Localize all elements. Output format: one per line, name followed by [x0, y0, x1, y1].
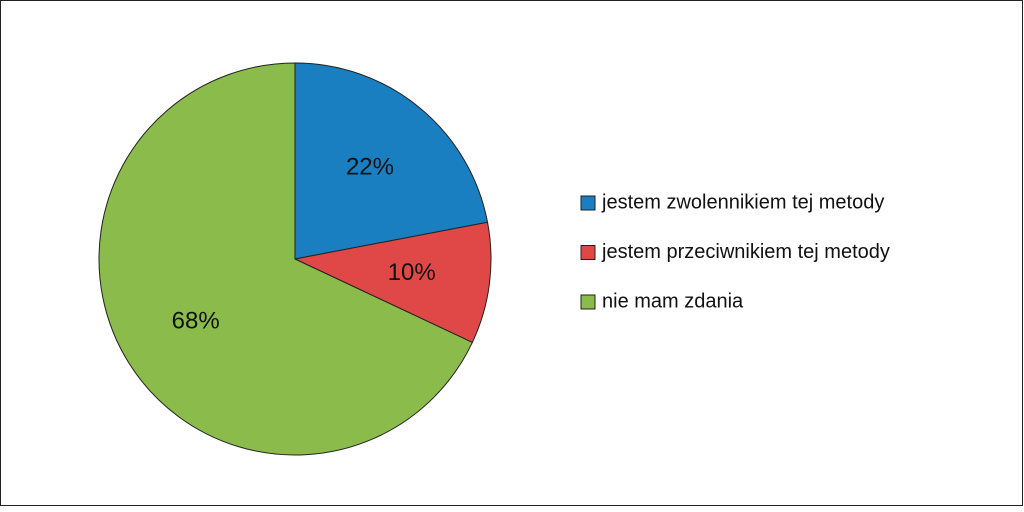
legend-swatch	[580, 245, 596, 260]
legend-label: nie mam zdania	[602, 290, 744, 312]
data-label: 10%	[388, 259, 436, 286]
legend-label: jestem przeciwnikiem tej metody	[601, 241, 890, 263]
legend-swatch	[580, 294, 596, 310]
pie-slice	[98, 62, 474, 456]
pie-slice	[293, 221, 492, 344]
data-label: 22%	[346, 154, 394, 181]
data-label: 68%	[172, 307, 220, 334]
pie-slice	[294, 62, 489, 260]
legend-label: jestem zwolennikiem tej metody	[601, 191, 884, 213]
legend-swatch	[580, 195, 596, 211]
